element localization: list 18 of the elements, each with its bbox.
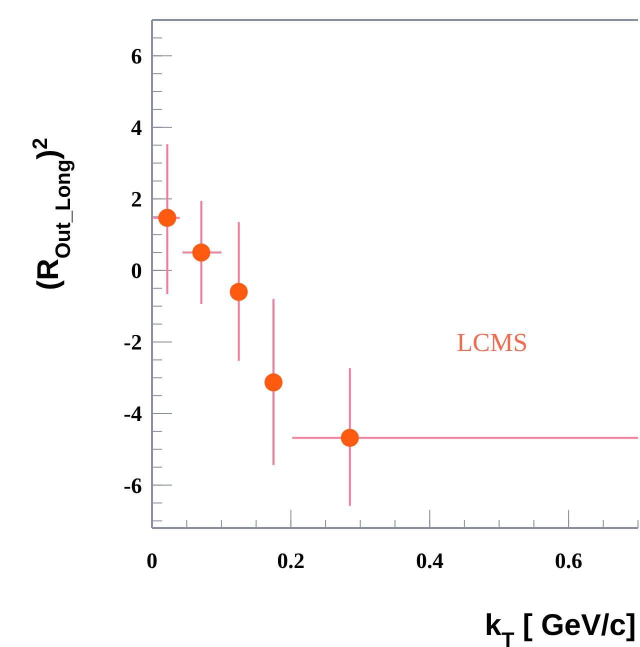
point bbox=[192, 244, 210, 262]
point bbox=[340, 428, 359, 447]
x-tick-label: 0.4 bbox=[416, 548, 444, 573]
y-tick-label: -2 bbox=[124, 330, 142, 355]
x-axis-title: k$_{T}$ [ GeV/c] bbox=[484, 609, 636, 647]
y-tick-label: 2 bbox=[131, 186, 142, 212]
point bbox=[264, 373, 282, 392]
x-tick-label: 0 bbox=[146, 548, 158, 573]
point bbox=[230, 282, 248, 301]
y-tick-label: 6 bbox=[131, 43, 142, 68]
y-tick-label: -4 bbox=[124, 401, 142, 426]
y-tick-label: 4 bbox=[131, 115, 142, 140]
y-tick-label: 0 bbox=[131, 258, 142, 284]
y-tick-label: -6 bbox=[124, 472, 142, 498]
x-tick-label: 0.6 bbox=[554, 548, 582, 573]
annotation: LCMS bbox=[456, 328, 528, 358]
x-tick-label: 0.2 bbox=[277, 548, 305, 573]
point bbox=[158, 208, 176, 227]
